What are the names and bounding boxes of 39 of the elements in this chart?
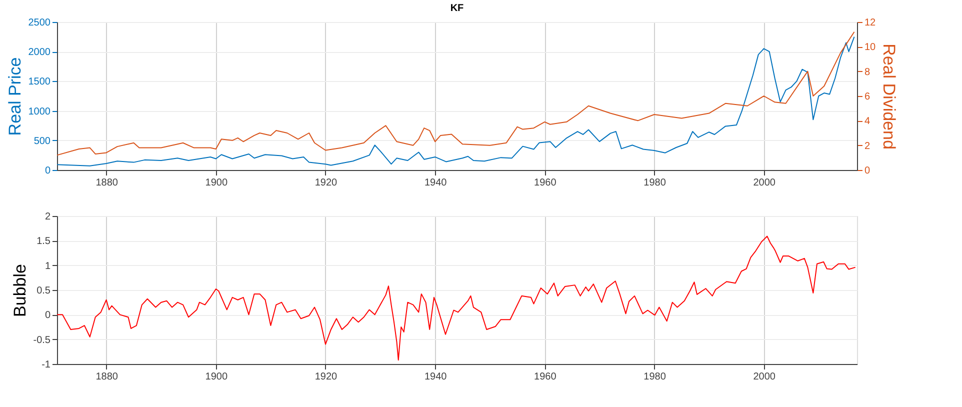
y-tick-label: -0.5 bbox=[33, 334, 51, 346]
y-tick-label: 1500 bbox=[28, 76, 51, 88]
y2-tick-label: 10 bbox=[864, 42, 876, 54]
x-tick-label: 1920 bbox=[314, 178, 338, 188]
chart-title: KF bbox=[450, 3, 464, 14]
y-tick-label: 1000 bbox=[28, 106, 51, 118]
y2-tick-label: 4 bbox=[864, 116, 870, 128]
y2-tick-label: 12 bbox=[864, 18, 876, 28]
x-tick-label: 1920 bbox=[314, 372, 338, 382]
y2-tick-label: 2 bbox=[864, 140, 870, 152]
y2-tick-label: 8 bbox=[864, 66, 870, 78]
x-tick-label: 2000 bbox=[753, 178, 776, 188]
line-series bbox=[56, 236, 856, 361]
y-tick-label: 2 bbox=[44, 212, 51, 222]
y-tick-label: 0.5 bbox=[36, 286, 51, 296]
y-tick-label: 2000 bbox=[28, 47, 51, 58]
y-tick-label: 1 bbox=[44, 260, 51, 272]
y-tick-label: -1 bbox=[42, 360, 51, 370]
y-tick-label: 2500 bbox=[28, 18, 51, 28]
x-tick-label: 1900 bbox=[205, 372, 228, 382]
y-tick-label: 0 bbox=[44, 310, 51, 322]
y-axis-title: Real Price bbox=[5, 57, 24, 136]
x-tick-label: 1940 bbox=[424, 178, 448, 188]
y2-axis-title: Real Dividend bbox=[880, 44, 899, 150]
x-tick-label: 1880 bbox=[96, 178, 118, 188]
x-tick-label: 1880 bbox=[96, 372, 118, 382]
x-tick-label: 1980 bbox=[644, 372, 666, 382]
x-tick-label: 1900 bbox=[205, 178, 228, 188]
y2-tick-label: 0 bbox=[864, 166, 870, 176]
x-tick-label: 1940 bbox=[424, 372, 448, 382]
x-tick-label: 1960 bbox=[534, 178, 557, 188]
y-tick-label: 500 bbox=[34, 136, 51, 147]
x-tick-label: 1960 bbox=[534, 372, 557, 382]
y-axis-title: Bubble bbox=[10, 264, 30, 317]
y-tick-label: 0 bbox=[44, 166, 51, 176]
x-tick-label: 1980 bbox=[644, 178, 666, 188]
x-tick-label: 2000 bbox=[753, 372, 776, 382]
y-tick-label: 1.5 bbox=[36, 236, 51, 248]
y2-tick-label: 6 bbox=[864, 92, 870, 102]
